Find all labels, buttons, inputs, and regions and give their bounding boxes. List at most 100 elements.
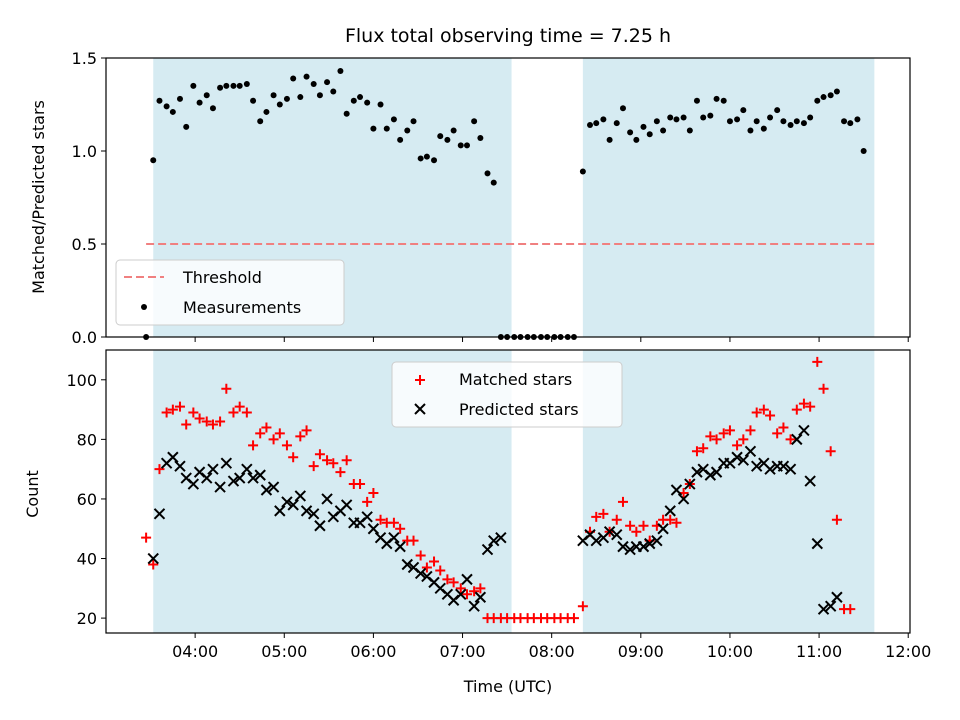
measurement-point [423, 153, 430, 160]
matched-stars-point [314, 449, 325, 460]
predicted-stars-point [764, 463, 776, 475]
y-tick-label: 1.5 [72, 49, 97, 68]
measurement-point [793, 118, 800, 125]
matched-stars-point [671, 517, 682, 528]
matched-stars-point [308, 461, 319, 472]
measurement-point [713, 95, 720, 102]
measurement-point [680, 114, 687, 121]
x-tick-label: 04:00 [172, 642, 218, 661]
legend-threshold-label: Threshold [182, 268, 262, 287]
matched-stars-point [711, 434, 722, 445]
matched-stars-point [825, 446, 836, 457]
measurement-point [767, 114, 774, 121]
x-tick-label: 10:00 [707, 642, 753, 661]
matched-stars-point [778, 422, 789, 433]
matched-stars-point [845, 604, 856, 615]
predicted-stars-point [201, 472, 213, 484]
predicted-stars-point [651, 534, 663, 547]
matched-stars-point [228, 407, 239, 418]
measurement-point [753, 118, 760, 125]
measurement-point [324, 79, 331, 86]
measurement-point [290, 75, 297, 82]
predicted-stars-point [590, 534, 602, 547]
predicted-stars-point [798, 424, 810, 437]
axes-frame [105, 349, 911, 634]
measurement-point [176, 95, 183, 102]
measurement-point [707, 112, 714, 119]
predicted-stars-point [401, 558, 413, 571]
ratio-panel: 0.0 0.5 1.0 1.5 Threshold Measurements [72, 49, 911, 347]
predicted-stars-point [294, 490, 307, 502]
predicted-stars-point [657, 523, 669, 535]
matched-stars-point [215, 416, 226, 427]
measurement-point [726, 118, 733, 125]
predicted-stars-point [617, 540, 629, 553]
measurement-point [827, 92, 834, 99]
matched-stars-point [732, 440, 743, 451]
matched-stars-point [188, 407, 199, 418]
predicted-stars-point [691, 466, 703, 478]
measurement-point [841, 118, 848, 125]
predicted-stars-point [731, 451, 743, 463]
measurement-point [343, 110, 350, 117]
matched-stars-point [341, 455, 352, 466]
x-axis-label: Time (UTC) [463, 677, 552, 696]
matched-stars-point [375, 514, 386, 525]
matched-stars-point [194, 413, 205, 424]
axes-frame [105, 57, 911, 338]
legend-measurements-swatch [141, 304, 147, 310]
predicted-stars-point [287, 499, 299, 511]
matched-stars-point [328, 458, 339, 469]
measurement-point [183, 123, 190, 130]
matched-stars-point [798, 398, 809, 409]
matched-stars-point [785, 434, 796, 445]
measurement-point [370, 125, 377, 132]
measurement-point [330, 88, 337, 95]
x-tick-label: 09:00 [618, 642, 664, 661]
measurement-point [283, 95, 290, 102]
predicted-stars-point [677, 493, 690, 505]
matched-stars-point [805, 401, 816, 412]
ratio-legend: Threshold Measurements [115, 259, 345, 326]
measurement-point [646, 131, 653, 138]
predicted-stars-point [777, 460, 790, 472]
matched-stars-point [698, 443, 709, 454]
predicted-stars-point [214, 481, 226, 493]
matched-stars-point [611, 514, 622, 525]
measurement-point [686, 127, 693, 134]
predicted-stars-point [684, 478, 696, 490]
predicted-stars-point [670, 484, 683, 496]
measurement-point [463, 142, 470, 149]
matched-stars-point [174, 401, 185, 412]
matched-stars-point [638, 520, 649, 531]
measurement-point [613, 120, 620, 127]
measurement-point [720, 97, 727, 104]
predicted-stars-point [147, 552, 159, 565]
measurement-point [457, 142, 464, 149]
measurement-point [276, 101, 283, 108]
matched-stars-point [141, 532, 152, 543]
measurement-point [660, 127, 667, 134]
predicted-stars-point [704, 469, 717, 481]
matched-stars-point [255, 428, 266, 439]
predicted-stars-point [314, 520, 326, 532]
predicted-stars-point [207, 463, 219, 475]
y-tick-label: 40 [77, 550, 97, 569]
predicted-stars-point [791, 433, 803, 446]
y-tick-label: 80 [77, 430, 97, 449]
measurement-point [800, 120, 807, 127]
measurement-point [150, 157, 157, 164]
measurement-point [700, 114, 707, 121]
matched-stars-point [368, 487, 379, 498]
y-tick-label: 20 [77, 609, 97, 628]
matched-stars-point [408, 535, 419, 546]
measurement-point [587, 121, 594, 128]
legend-predicted-swatch [414, 403, 426, 415]
measurement-point [780, 118, 787, 125]
measurement-point [693, 97, 700, 104]
predicted-stars-point [664, 505, 676, 517]
x-tick-label: 07:00 [439, 642, 485, 661]
x-tick-label: 11:00 [796, 642, 842, 661]
measurement-point [444, 136, 451, 143]
